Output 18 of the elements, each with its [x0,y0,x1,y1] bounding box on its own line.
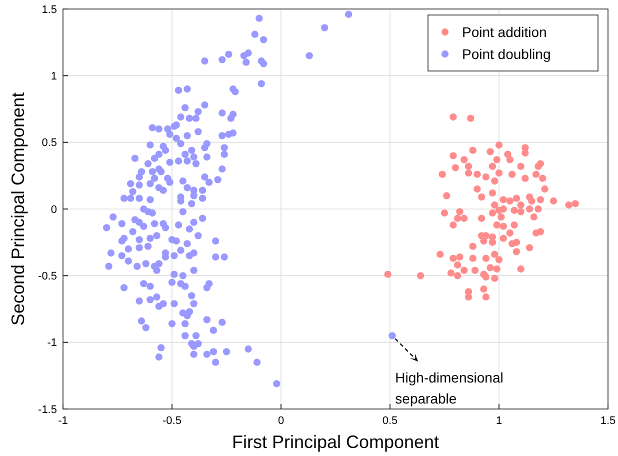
x-tick-label: 0.5 [382,415,398,427]
legend-label: Point addition [462,24,547,40]
x-tick-label: -1 [58,415,68,427]
y-tick-label: -0.5 [38,270,57,283]
y-tick-label: 1 [50,70,57,83]
y-tick-label: -1.5 [38,404,57,416]
y-tick-label: 1.5 [42,4,57,16]
y-axis-title: Second Principal Component [8,92,28,326]
annotation: High-dimensional separable [395,370,504,407]
x-tick-label: -0.5 [162,415,182,427]
x-tick-label: 1 [496,415,502,427]
y-tick-label: 0 [50,204,57,216]
legend-label: Point doubling [462,46,551,62]
y-tick-label: -1 [47,337,57,350]
x-tick-label: 1.5 [600,415,616,427]
x-axis-title: First Principal Component [232,432,440,452]
x-tick-label: 0 [278,415,284,427]
y-tick-label: 0.5 [42,137,57,150]
